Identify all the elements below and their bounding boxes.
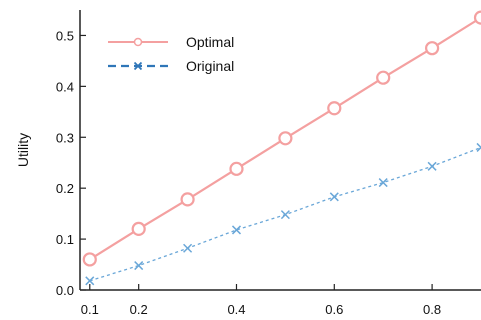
data-point-original xyxy=(86,277,94,285)
x-tick-label: 0.1 xyxy=(81,302,99,317)
data-point-original xyxy=(477,143,481,151)
y-axis-title: Utility xyxy=(15,133,31,167)
y-tick-label: 0.4 xyxy=(56,79,74,94)
plot-area: 0.0 0.1 0.2 0.3 0.4 0.5 0.1 0.2 0.4 0.6 0.8 xyxy=(56,10,481,317)
data-point-optimal xyxy=(182,193,194,205)
y-tick-label: 0.3 xyxy=(56,130,74,145)
legend: Optimal Original xyxy=(108,34,234,74)
x-tick-label: 0.8 xyxy=(423,302,441,317)
legend-marker-optimal xyxy=(135,39,142,46)
data-point-optimal xyxy=(230,163,242,175)
data-point-original xyxy=(184,244,192,252)
y-tick-label: 0.2 xyxy=(56,181,74,196)
legend-label-optimal: Optimal xyxy=(186,34,234,50)
y-tick-label: 0.0 xyxy=(56,283,74,298)
data-point-original xyxy=(281,211,289,219)
data-point-original xyxy=(135,262,143,270)
data-point-original xyxy=(428,162,436,170)
data-point-optimal xyxy=(377,72,389,84)
data-point-optimal xyxy=(475,12,481,24)
data-point-optimal xyxy=(328,102,340,114)
legend-label-original: Original xyxy=(186,58,234,74)
x-tick-label: 0.2 xyxy=(130,302,148,317)
data-point-optimal xyxy=(426,42,438,54)
data-point-optimal xyxy=(84,253,96,265)
y-tick-label: 0.5 xyxy=(56,28,74,43)
x-tick-label: 0.4 xyxy=(227,302,245,317)
data-point-original xyxy=(232,226,240,234)
data-point-original xyxy=(330,193,338,201)
x-tick-label: 0.6 xyxy=(325,302,343,317)
y-tick-label: 0.1 xyxy=(56,232,74,247)
data-point-original xyxy=(379,179,387,187)
data-point-optimal xyxy=(133,223,145,235)
data-point-optimal xyxy=(279,132,291,144)
